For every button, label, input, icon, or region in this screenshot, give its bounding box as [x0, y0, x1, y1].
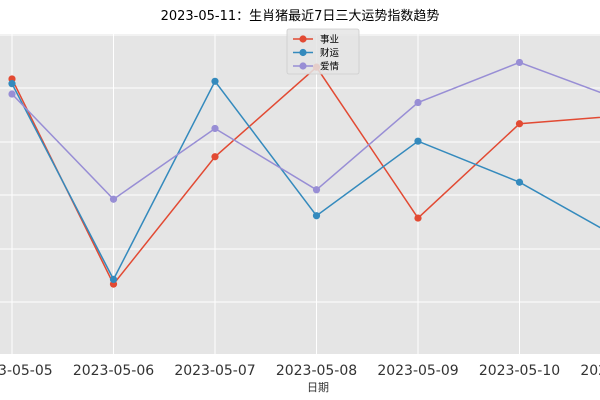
- data-point[interactable]: [312, 186, 321, 194]
- x-tick-label: 2023-05-07: [174, 363, 255, 379]
- data-point[interactable]: [8, 90, 16, 98]
- data-point[interactable]: [515, 178, 524, 186]
- x-tick-label: 2023-05-06: [73, 363, 154, 379]
- x-tick-label: 2023-05-08: [276, 363, 357, 379]
- data-point[interactable]: [109, 275, 118, 283]
- series-group: [8, 58, 600, 203]
- data-point[interactable]: [414, 137, 422, 145]
- legend-label: 爱情: [320, 61, 340, 73]
- x-tick-label: 2023-05-11: [580, 363, 600, 379]
- legend-marker: [299, 35, 307, 43]
- data-point[interactable]: [211, 153, 219, 161]
- data-point[interactable]: [109, 195, 118, 203]
- series-group: [8, 77, 600, 283]
- x-tick-labels: 2023-05-05 2023-05-06 2023-05-07 2023-05-08…: [0, 363, 600, 379]
- x-tick-label: 2023-05-10: [479, 363, 560, 379]
- data-point[interactable]: [414, 214, 422, 222]
- legend-item[interactable]: 财运: [293, 47, 340, 59]
- x-tick-label: 2023-05-09: [377, 363, 458, 379]
- legend-label: 财运: [320, 47, 340, 59]
- chart-title: 2023-05-11：生肖猪最近7日三大运势指数趋势: [161, 8, 440, 24]
- data-point[interactable]: [8, 80, 16, 88]
- data-point[interactable]: [515, 58, 524, 67]
- data-point[interactable]: [211, 124, 219, 133]
- legend-marker: [299, 48, 307, 57]
- x-tick-label: 2023-05-05: [0, 363, 53, 379]
- legend-item[interactable]: 事业: [293, 34, 339, 46]
- x-axis-label: 日期: [307, 381, 329, 394]
- legend-label: 事业: [320, 34, 339, 46]
- data-point[interactable]: [312, 212, 321, 220]
- data-point[interactable]: [211, 77, 219, 85]
- legend-item[interactable]: 爱情: [293, 61, 340, 73]
- legend-marker: [299, 62, 307, 70]
- data-point[interactable]: [414, 98, 422, 107]
- data-point[interactable]: [515, 120, 524, 128]
